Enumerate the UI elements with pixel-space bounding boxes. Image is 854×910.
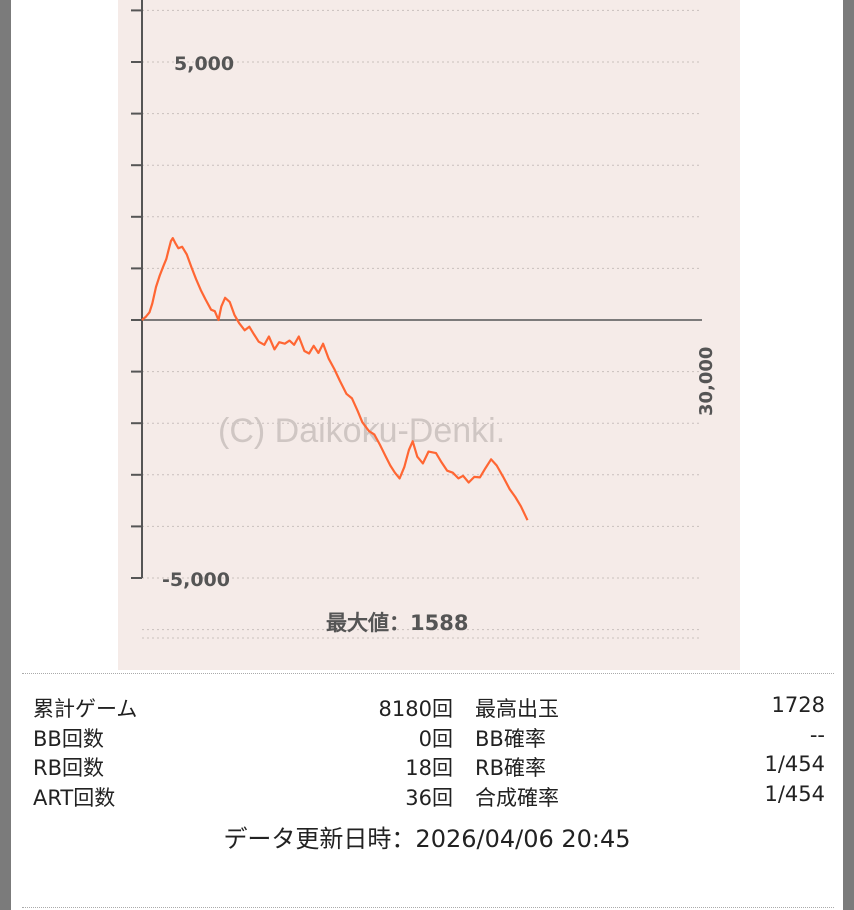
stat-value: 1/454 (764, 752, 825, 776)
stats-row: 累計ゲーム 8180回 最高出玉 1728 (33, 693, 825, 723)
slump-chart-svg: (C) Daikoku-Denki.5,000-5,00030,000最大値：1… (131, 0, 717, 639)
y-tick-label: 5,000 (174, 53, 234, 75)
stat-value: 1728 (771, 693, 825, 717)
stats-row: RB回数 18回 RB確率 1/454 (33, 752, 825, 782)
stat-label: RB確率 (475, 756, 546, 780)
bottom-divider (22, 907, 834, 908)
stat-value: 18回 (405, 756, 453, 780)
right-frame (843, 0, 854, 910)
stat-label: 最高出玉 (475, 697, 559, 721)
max-value-label: 最大値：1588 (326, 611, 468, 635)
stats-row: ART回数 36回 合成確率 1/454 (33, 782, 825, 812)
series-line (141, 237, 529, 521)
slump-graph: (C) Daikoku-Denki. 5,000 -5,000 30,000 最大値：1… (118, 0, 740, 670)
left-frame (0, 0, 11, 910)
stat-label: BB回数 (33, 726, 104, 751)
stats-row: BB回数 0回 BB確率 -- (33, 723, 825, 753)
stat-label: RB回数 (33, 756, 104, 780)
stat-label: 合成確率 (475, 785, 559, 810)
stat-value: 8180回 (378, 697, 453, 721)
stat-value: 0回 (418, 726, 453, 751)
stat-value: 36回 (405, 785, 453, 810)
update-timestamp: データ更新日時：2026/04/06 20:45 (223, 825, 631, 853)
stats-table: 累計ゲーム 8180回 最高出玉 1728 BB回数 0回 BB確率 -- RB回数 18回 RB確… (33, 693, 825, 811)
stat-label: ART回数 (33, 785, 116, 810)
stat-value: 1/454 (764, 781, 825, 806)
stat-label: 累計ゲーム (33, 697, 138, 721)
stat-label: BB確率 (475, 726, 546, 751)
stat-value: -- (809, 722, 825, 747)
y-tick-label: -5,000 (162, 569, 230, 591)
x-tick-label: 30,000 (696, 347, 717, 416)
top-divider (22, 673, 834, 674)
